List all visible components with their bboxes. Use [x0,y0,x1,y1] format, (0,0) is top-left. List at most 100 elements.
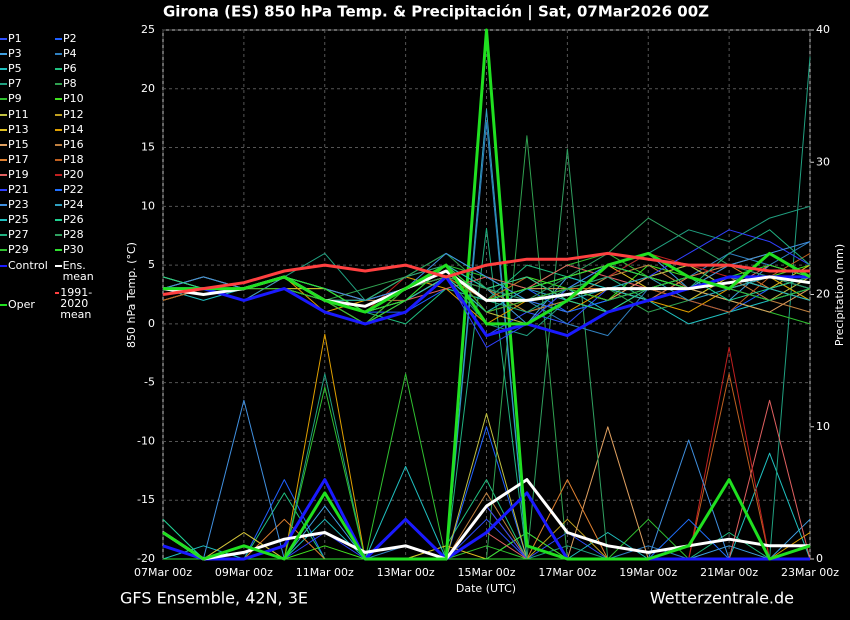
legend-swatch [55,173,62,176]
legend-label: P24 [63,198,84,212]
legend-entry: P6 [55,63,117,74]
legend-swatch [0,173,7,176]
legend-entry: P30 [55,244,117,255]
legend-entry: P4 [55,48,117,59]
y-tick-label: -20 [137,552,155,565]
legend-swatch [0,38,7,40]
legend-entry: P15 [0,139,62,150]
legend-label: P14 [63,122,84,136]
y-tick-label: 25 [141,23,155,36]
legend-label: 1991-2020 mean [60,286,93,321]
legend-label: P21 [8,183,29,196]
legend-label: P19 [8,167,29,181]
legend-entry: P1 [0,33,62,44]
chart-title: Girona (ES) 850 hPa Temp. & Precipitació… [163,3,709,22]
legend-swatch [0,264,7,267]
legend-swatch [55,68,62,71]
legend-swatch [0,128,7,131]
legend-label: P3 [8,47,22,61]
legend-swatch [0,189,7,191]
legend-label: P11 [8,107,29,121]
legend-entry: Oper [0,299,62,310]
x-tick-label: 07Mar 00z [134,566,192,579]
legend-swatch [0,143,7,146]
y-tick-label: -10 [137,434,155,447]
legend-swatch [0,234,7,237]
legend-swatch [0,219,7,222]
legend-swatch [0,249,7,252]
x-tick-label: 11Mar 00z [296,566,354,579]
legend-swatch [0,158,7,161]
legend-entry: P8 [55,78,117,89]
legend-label: P30 [63,243,84,257]
legend-entry: P5 [0,63,62,74]
legend-swatch [55,249,62,252]
legend-swatch [55,264,62,267]
legend-entry: P17 [0,154,62,165]
legend-label: Oper [8,298,35,311]
legend-entry: P13 [0,124,62,135]
legend-swatch [55,83,62,86]
precip-line [162,492,810,560]
legend-entry: P25 [0,214,62,225]
legend-entry: P27 [0,229,62,240]
x-tick-label: 09Mar 00z [215,566,273,579]
legend-entry: P10 [55,93,117,104]
legend-label: P2 [63,32,77,45]
legend-entry: P2 [55,33,117,44]
footer-right: Wetterzentrale.de [650,589,794,608]
precip-line [162,28,811,561]
x-tick-label: 13Mar 00z [377,566,435,579]
legend-entry: Ens. mean [55,260,117,282]
legend-entry: 1991-2020 mean [55,287,117,320]
legend-label: P4 [63,47,77,61]
legend-swatch [55,38,62,40]
legend-swatch [55,292,60,294]
y2-tick-label: 20 [816,288,830,301]
legend-swatch [55,158,62,161]
legend-entry: P11 [0,109,62,120]
legend-label: P6 [63,62,77,76]
precip-line [163,479,810,560]
y-tick-label: 15 [141,141,155,154]
temp-line [163,275,810,338]
temp-line [163,251,811,326]
legend-swatch [0,98,7,101]
legend-label: P12 [63,107,84,121]
legend-label: P28 [63,228,84,242]
footer-left: GFS Ensemble, 42N, 3E [120,589,308,608]
legend-label: P18 [63,152,84,166]
temp-line [162,251,810,296]
x-tick-label: 19Mar 00z [619,566,677,579]
legend-label: Ens. mean [62,258,94,283]
legend-swatch [0,68,7,71]
y-axis-label: 850 hPa Temp. (°C) [125,242,138,348]
x-axis-label: Date (UTC) [456,582,516,595]
precip-line [162,478,810,561]
legend-label: P26 [63,213,84,227]
legend-label: P20 [63,167,84,181]
legend-swatch [0,113,7,116]
legend-entry: P22 [55,184,117,195]
y-tick-label: 0 [148,317,155,330]
legend-swatch [0,83,7,86]
y-tick-label: -15 [137,493,155,506]
y2-axis-label: Precipitation (mm) [833,244,846,346]
legend-label: P16 [63,137,84,151]
legend-entry: Control [0,260,62,271]
legend-swatch [55,234,62,237]
legend-entry: P9 [0,93,62,104]
legend-entry: P19 [0,169,62,180]
legend-label: P13 [8,122,29,136]
legend-swatch [55,113,62,116]
legend-entry: P28 [55,229,117,240]
legend-label: P5 [8,62,22,76]
x-tick-label: 23Mar 00z [781,566,839,579]
y-tick-label: -5 [144,376,155,389]
x-tick-label: 15Mar 00z [457,566,515,579]
legend-entry: P3 [0,48,62,59]
legend-entry: P7 [0,78,62,89]
legend-entry: P23 [0,199,62,210]
